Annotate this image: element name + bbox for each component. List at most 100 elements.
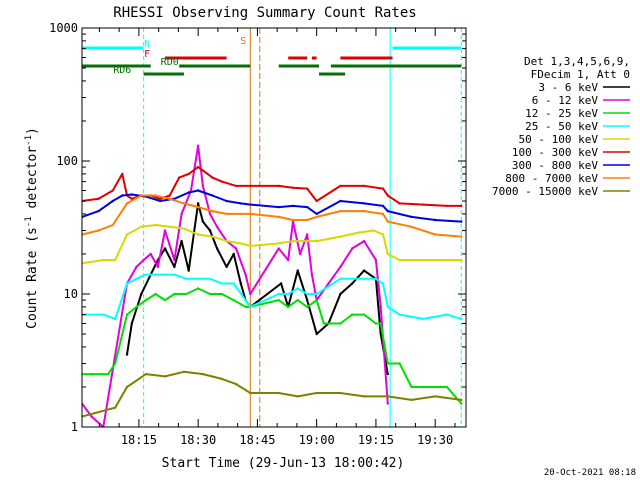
series-point xyxy=(182,227,186,230)
series-point xyxy=(351,277,354,280)
y-axis-label-end: ) xyxy=(25,127,40,135)
series-point xyxy=(234,382,238,386)
series-point xyxy=(291,239,295,243)
series-point xyxy=(434,395,437,398)
series-line xyxy=(82,287,463,405)
series-point xyxy=(315,292,318,296)
series-point xyxy=(159,197,162,200)
legend-entry-label: 800 - 7000 keV xyxy=(505,172,598,185)
series-line xyxy=(82,194,462,238)
series-point xyxy=(410,398,413,402)
series-point xyxy=(121,194,124,197)
series-point xyxy=(460,398,463,402)
series-point xyxy=(90,372,93,376)
series-point xyxy=(201,220,205,223)
series-point xyxy=(296,298,299,302)
series-point xyxy=(249,305,252,309)
series-point xyxy=(339,235,342,238)
series-line xyxy=(82,224,462,265)
series-point xyxy=(379,332,382,336)
series-point xyxy=(154,194,157,197)
series-point xyxy=(168,225,171,228)
series-point xyxy=(173,273,176,276)
series-point xyxy=(173,292,176,296)
series-point xyxy=(381,233,385,236)
series-point xyxy=(225,199,228,203)
series-point xyxy=(125,353,129,356)
series-point xyxy=(140,194,143,197)
series-point xyxy=(339,199,342,203)
series-point xyxy=(277,292,280,296)
legend-entry-label: 7000 - 15000 keV xyxy=(492,185,598,198)
series-point xyxy=(362,184,366,188)
series-point xyxy=(180,212,183,216)
series-point xyxy=(211,235,214,238)
series-point xyxy=(434,233,437,236)
series-point xyxy=(362,239,366,243)
series-point xyxy=(306,233,309,236)
series-point xyxy=(249,244,252,248)
series-point xyxy=(306,292,309,296)
chart-title: RHESSI Observing Summary Count Rates xyxy=(113,5,416,21)
series-point xyxy=(410,258,413,262)
series-point xyxy=(239,202,242,205)
series-point xyxy=(374,322,378,325)
series-point xyxy=(422,317,425,321)
series-point xyxy=(111,189,115,192)
series-point xyxy=(102,313,105,316)
series-point xyxy=(154,223,157,227)
series-point xyxy=(386,252,389,256)
series-point xyxy=(106,372,110,376)
plot-frame xyxy=(81,27,467,428)
legend-entry-label: 3 - 6 keV xyxy=(538,81,598,94)
series-point xyxy=(249,391,252,395)
series-point xyxy=(277,215,280,219)
series-line xyxy=(82,144,389,427)
y-tick-label: 1 xyxy=(71,420,78,434)
series-point xyxy=(386,194,389,197)
y-axis-label-sup2: -1 xyxy=(24,135,34,146)
series-point xyxy=(125,282,129,285)
flag-bar-label: RD0 xyxy=(161,57,179,68)
series-point xyxy=(208,229,212,232)
series-point xyxy=(244,273,247,276)
series-point xyxy=(125,385,129,389)
series-point xyxy=(422,385,425,389)
series-point xyxy=(215,247,219,250)
series-point xyxy=(114,406,117,409)
series-point xyxy=(386,395,389,398)
series-point xyxy=(208,212,212,216)
series-point xyxy=(306,205,309,209)
series-point xyxy=(422,203,425,206)
series-point xyxy=(168,197,171,200)
series-point xyxy=(249,212,252,216)
y-axis-label: Count Rate (s-1 detector-1) xyxy=(24,127,40,329)
series-point xyxy=(211,209,214,213)
series-point xyxy=(185,292,188,296)
series-point xyxy=(196,144,200,147)
series-point xyxy=(287,305,290,309)
series-point xyxy=(144,273,148,276)
series-point xyxy=(398,362,401,365)
series-point xyxy=(180,239,183,243)
series-point xyxy=(114,317,117,321)
series-point xyxy=(291,186,295,189)
series-point xyxy=(374,258,378,262)
series-point xyxy=(306,187,309,190)
series-point xyxy=(445,204,449,208)
series-point xyxy=(445,385,449,389)
series-point xyxy=(315,298,318,302)
series-point xyxy=(315,239,318,243)
series-point xyxy=(159,199,162,203)
series-point xyxy=(277,247,280,250)
series-point xyxy=(97,209,100,213)
series-point xyxy=(163,247,167,250)
series-point xyxy=(225,265,228,269)
series-point xyxy=(381,282,385,285)
flag-bar-label: N xyxy=(144,39,150,50)
series-point xyxy=(173,258,176,262)
series-point xyxy=(315,332,318,336)
series-point xyxy=(135,265,138,269)
series-point xyxy=(130,193,133,196)
series-point xyxy=(234,247,238,250)
